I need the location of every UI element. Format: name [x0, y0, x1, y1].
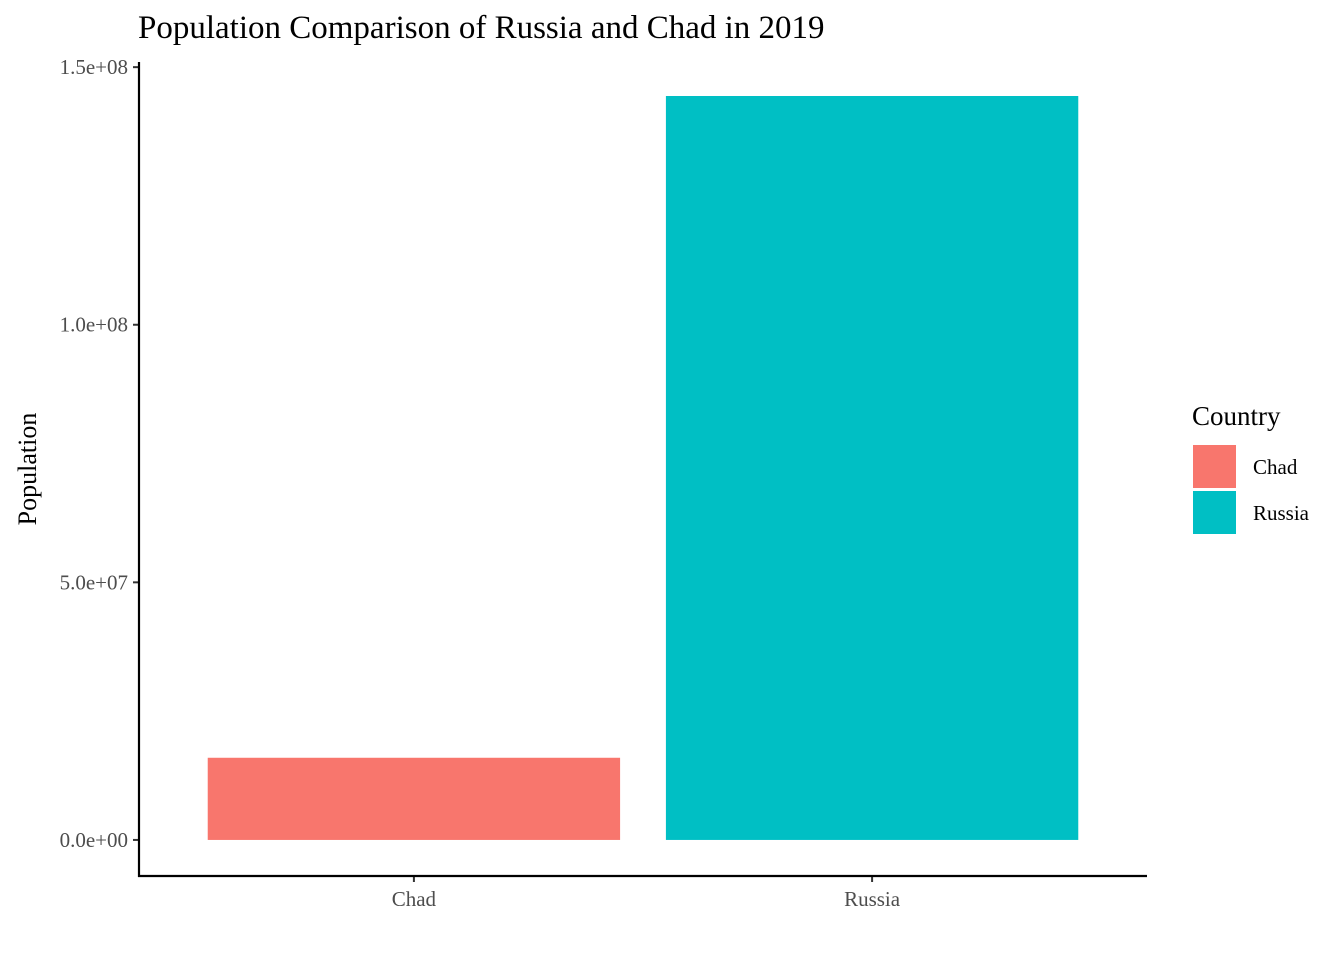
legend-swatch-russia: [1193, 491, 1236, 534]
legend: Country Chad Russia: [1192, 401, 1310, 534]
y-tick-label: 5.0e+07: [60, 570, 128, 594]
y-tick-label: 0.0e+00: [60, 828, 128, 852]
y-tick-label: 1.5e+08: [60, 55, 128, 79]
x-tick-label: Chad: [392, 887, 437, 911]
y-axis-ticks: 0.0e+00 5.0e+07 1.0e+08 1.5e+08: [60, 55, 139, 852]
bars-group: [207, 96, 1079, 840]
legend-items: Chad Russia: [1193, 445, 1310, 534]
x-tick-label: Russia: [844, 887, 901, 911]
bar-chad: [207, 757, 621, 840]
x-axis-ticks: Chad Russia: [392, 876, 901, 911]
y-axis-label: Population: [13, 413, 42, 526]
legend-label-chad: Chad: [1253, 455, 1298, 479]
legend-label-russia: Russia: [1253, 501, 1310, 525]
legend-swatch-chad: [1193, 445, 1236, 488]
y-tick-label: 1.0e+08: [60, 313, 128, 337]
chart-title: Population Comparison of Russia and Chad…: [138, 10, 825, 46]
legend-title: Country: [1192, 401, 1281, 431]
bar-russia: [665, 96, 1079, 840]
